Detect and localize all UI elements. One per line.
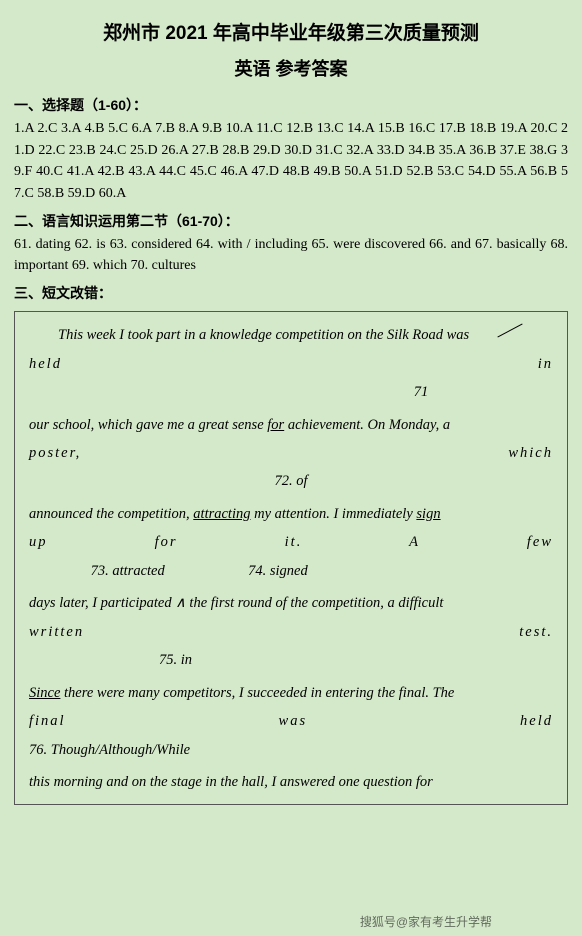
text: my attention. I immediately	[251, 506, 417, 522]
essay-line: final was held	[29, 710, 553, 732]
underline-sign: sign	[416, 506, 440, 522]
section3-heading: 三、短文改错：	[14, 283, 568, 303]
main-title: 郑州市 2021 年高中毕业年级第三次质量预测	[14, 18, 568, 45]
essay-line: held in	[29, 353, 553, 375]
underline-for: for	[267, 417, 284, 433]
essay-correction-box: This week I took part in a knowledge com…	[14, 311, 568, 805]
essay-line: poster, which	[29, 442, 553, 464]
essay-line: days later, I participated ∧ the first r…	[29, 592, 553, 614]
essay-line: announced the competition, attracting my…	[29, 503, 553, 525]
essay-line: Since there were many competitors, I suc…	[29, 682, 553, 704]
text: our school, which gave me a great sense	[29, 417, 267, 433]
essay-line: this morning and on the stage in the hal…	[29, 771, 553, 793]
correction-76: 76. Though/Although/While	[29, 739, 553, 761]
section1-answers: 1.A 2.C 3.A 4.B 5.C 6.A 7.B 8.A 9.B 10.A…	[14, 118, 568, 205]
text: announced the competition,	[29, 506, 193, 522]
watermark: 搜狐号@家有考生升学帮	[360, 913, 492, 930]
underline-attracting: attracting	[193, 506, 250, 522]
essay-line: up for it. A few	[29, 531, 553, 553]
correction-74: 74. signed	[248, 563, 308, 579]
section2-answers: 61. dating 62. is 63. considered 64. wit…	[14, 234, 568, 277]
underline-since: Since	[29, 685, 60, 701]
correction-73-74: 73. attracted 74. signed	[29, 560, 553, 582]
essay-line: written test.	[29, 621, 553, 643]
correction-72: 72. of	[29, 470, 553, 492]
section1-heading: 一、选择题（1-60）：	[14, 95, 568, 115]
sub-title: 英语 参考答案	[14, 55, 568, 81]
essay-line: our school, which gave me a great sense …	[29, 414, 553, 436]
essay-line: This week I took part in a knowledge com…	[29, 324, 553, 346]
correction-71: 71	[29, 381, 553, 403]
text: achievement. On Monday, a	[284, 417, 450, 433]
section2-heading: 二、语言知识运用第二节（61-70）：	[14, 211, 568, 231]
correction-75: 75. in	[29, 649, 553, 671]
correction-73: 73. attracted	[91, 563, 165, 579]
text: there were many competitors, I succeeded…	[60, 685, 454, 701]
